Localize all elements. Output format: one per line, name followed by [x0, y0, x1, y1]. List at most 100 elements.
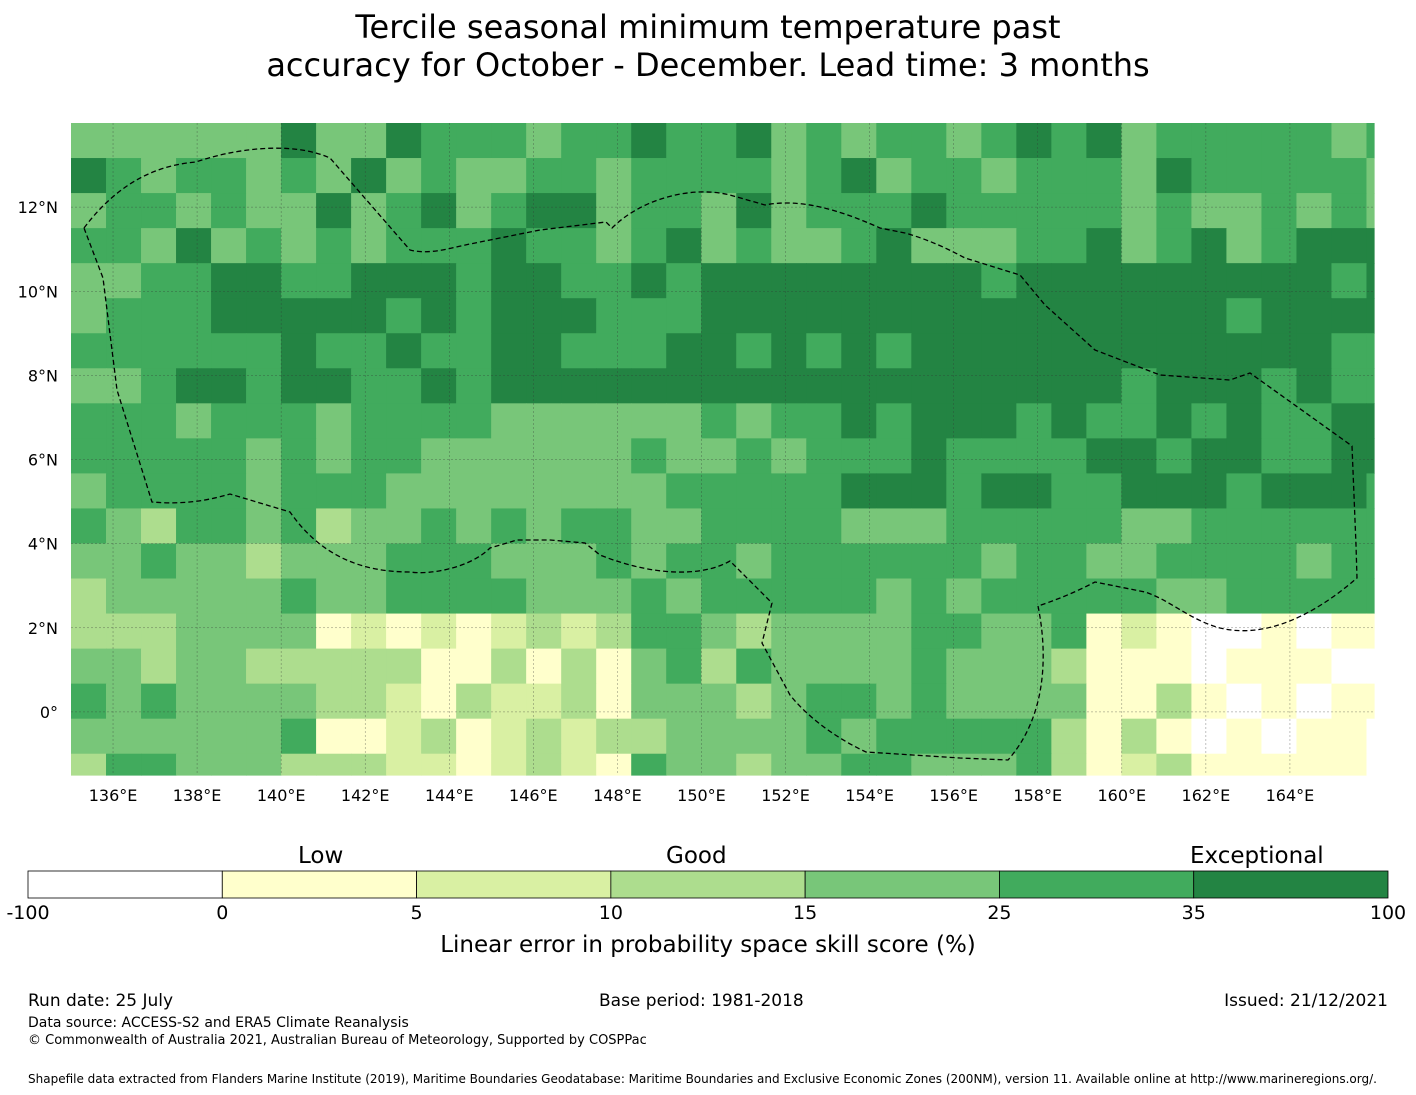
skill-cell — [456, 193, 492, 229]
skill-cell — [981, 368, 1017, 404]
skill-cell — [1331, 683, 1368, 720]
skill-cell — [701, 543, 737, 580]
skill-cell — [701, 648, 737, 685]
skill-cell — [1016, 578, 1052, 615]
skill-cell — [841, 613, 877, 650]
skill-cell — [141, 193, 177, 229]
skill-cell — [561, 508, 597, 545]
skill-cell — [1051, 613, 1087, 650]
skill-cell — [806, 683, 842, 720]
skill-cell — [981, 158, 1017, 194]
skill-cell — [596, 158, 632, 194]
skill-cell — [106, 508, 142, 545]
skill-cell — [351, 228, 387, 264]
skill-cell — [806, 613, 842, 650]
skill-cell — [421, 298, 457, 334]
skill-cell — [1261, 753, 1298, 776]
skill-cell — [246, 613, 282, 650]
skill-cell — [911, 613, 947, 650]
skill-cell — [946, 543, 982, 580]
skill-cell — [491, 753, 527, 776]
skill-cell — [736, 683, 772, 720]
skill-cell — [596, 543, 632, 580]
map-title-line-1: Tercile seasonal minimum temperature pas… — [355, 8, 1061, 46]
skill-cell — [841, 543, 877, 580]
lat-tick-label: 12°N — [18, 198, 58, 217]
skill-cell — [631, 613, 667, 650]
skill-cell — [176, 683, 212, 720]
skill-cell — [1366, 123, 1375, 159]
skill-cell — [456, 508, 492, 545]
skill-cell — [631, 368, 667, 404]
skill-cell — [596, 473, 632, 510]
skill-cell — [526, 718, 562, 755]
skill-cell — [281, 578, 317, 615]
skill-cell — [1016, 438, 1052, 474]
skill-cell — [1331, 403, 1368, 439]
skill-cell — [596, 648, 632, 685]
skill-cell — [281, 543, 317, 580]
skill-cell — [1156, 718, 1193, 755]
skill-cell — [981, 333, 1017, 369]
skill-cell — [771, 473, 807, 510]
skill-cell — [176, 543, 212, 580]
colorbar-category-exceptional: Exceptional — [1190, 843, 1324, 869]
skill-cell — [736, 123, 772, 159]
skill-cell — [981, 193, 1017, 229]
skill-cell — [281, 158, 317, 194]
skill-cell — [631, 158, 667, 194]
skill-cell — [561, 438, 597, 474]
skill-cell — [1331, 228, 1368, 264]
lat-tick-label: 8°N — [28, 366, 58, 385]
skill-cell — [946, 193, 982, 229]
skill-cell — [1261, 333, 1298, 369]
skill-cell — [421, 753, 457, 776]
skill-cell — [1121, 263, 1157, 299]
skill-cell — [316, 753, 352, 776]
skill-cell — [281, 123, 317, 159]
skill-cell — [421, 263, 457, 299]
skill-cell — [1226, 753, 1263, 776]
skill-cell — [1296, 648, 1333, 685]
skill-cell — [911, 368, 947, 404]
skill-cell — [1051, 193, 1087, 229]
skill-cell — [246, 753, 282, 776]
skill-cell — [561, 403, 597, 439]
skill-cell — [71, 368, 107, 404]
skill-cell — [456, 753, 492, 776]
skill-cell — [526, 578, 562, 615]
skill-cell — [1086, 123, 1122, 159]
skill-cell — [316, 368, 352, 404]
skill-cell — [701, 333, 737, 369]
skill-cell — [1366, 298, 1375, 334]
skill-cell — [876, 263, 912, 299]
skill-cell — [1121, 578, 1157, 615]
skill-cell — [211, 333, 247, 369]
skill-cell — [981, 438, 1017, 474]
colorbar-category-good: Good — [666, 843, 727, 869]
skill-cell — [421, 333, 457, 369]
skill-cell — [1226, 473, 1263, 510]
skill-cell — [316, 298, 352, 334]
skill-cell — [526, 228, 562, 264]
skill-cell — [701, 298, 737, 334]
skill-cell — [1051, 578, 1087, 615]
skill-cell — [491, 263, 527, 299]
skill-cell — [806, 158, 842, 194]
skill-cell — [456, 718, 492, 755]
skill-cell — [1156, 543, 1193, 580]
skill-cell — [211, 473, 247, 510]
skill-cell — [526, 298, 562, 334]
skill-cell — [1226, 438, 1263, 474]
skill-cell — [841, 158, 877, 194]
skill-cell — [246, 123, 282, 159]
skill-cell — [246, 403, 282, 439]
skill-cell — [771, 193, 807, 229]
skill-cell — [841, 753, 877, 776]
skill-cell — [1086, 683, 1122, 720]
skill-cell — [666, 403, 702, 439]
skill-cell — [1051, 718, 1087, 755]
skill-cell — [1156, 158, 1193, 194]
skill-cell — [631, 403, 667, 439]
